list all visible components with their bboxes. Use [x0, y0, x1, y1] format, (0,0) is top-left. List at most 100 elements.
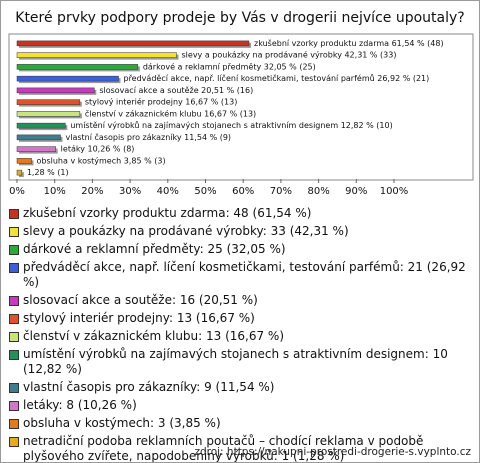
- bar-label: 1,28 % (1): [27, 168, 69, 177]
- legend-item: umístění výrobků na zajímavých stojanech…: [9, 347, 471, 377]
- bar-category: slosovací akce a soutěže: [99, 85, 198, 94]
- legend-label: dárkové a reklamní předměty: 25 (32,05 %…: [23, 242, 286, 256]
- bar: [16, 134, 61, 141]
- bar-label: slosovací akce a soutěže 20,51 % (16): [99, 85, 253, 94]
- bar: [16, 64, 139, 70]
- x-tick-label: 70%: [270, 186, 292, 197]
- legend-label: netradiční podoba reklamních poutačů – c…: [23, 434, 424, 463]
- bar-label: slevy a poukázky na prodávané výrobky 42…: [182, 49, 397, 59]
- legend-swatch: [9, 332, 19, 342]
- legend-label: letáky: 8 (10,26 %): [23, 398, 137, 412]
- bar: [16, 40, 250, 47]
- legend-item: slevy a poukázky na prodávané výrobky: 3…: [9, 224, 471, 239]
- x-tick-label: 50%: [194, 186, 216, 197]
- legend-label: obsluha v kostýmech: 3 (3,85 %): [23, 416, 221, 430]
- legend-swatch: [9, 209, 19, 219]
- bar: [16, 99, 81, 105]
- bar: [16, 52, 177, 58]
- bar-category: členství v zákaznickém klubu: [85, 108, 202, 118]
- source: zdroj: https://nakupni-prostredi-drogeri…: [194, 446, 471, 458]
- bar: [16, 87, 95, 94]
- chart: Které prvky podpory prodeje by Vás v dro…: [8, 10, 474, 197]
- value-label: 1,28 % (1): [27, 168, 69, 177]
- legend-swatch: [9, 314, 19, 324]
- bar: [16, 111, 81, 117]
- value-label: 20,51 % (16): [201, 85, 253, 94]
- value-label: 3,85 % (3): [124, 156, 166, 165]
- legend-swatch: [9, 245, 19, 255]
- bar-category: obsluha v kostýmech: [37, 156, 122, 165]
- legend-item: předváděcí akce, např. líčení kosmetička…: [9, 260, 471, 290]
- legend-label: zkušební vzorky produktu zdarma: 48 (61,…: [23, 206, 312, 220]
- legend-label: stylový interiér prodejny: 13 (16,67 %): [23, 311, 255, 325]
- value-label: 32,05 % (25): [264, 62, 316, 71]
- bar-category: vlastní časopis pro zákazníky: [66, 131, 182, 141]
- legend-swatch: [9, 296, 19, 306]
- chart-title: Které prvky podpory prodeje by Vás v dro…: [15, 10, 464, 26]
- x-tick-label: 60%: [232, 186, 254, 197]
- bar: [16, 122, 66, 129]
- legend-swatch: [9, 383, 19, 393]
- legend-item: stylový interiér prodejny: 13 (16,67 %): [9, 311, 471, 326]
- legend-label: slevy a poukázky na prodávané výrobky: 3…: [23, 224, 349, 238]
- legend-swatch: [9, 401, 19, 411]
- plot-frame: [8, 33, 474, 181]
- x-tick-label: 40%: [157, 186, 179, 197]
- bar-category: slevy a poukázky na prodávané výrobky: [182, 49, 343, 59]
- x-tick-label: 20%: [81, 186, 103, 197]
- legend-item: netradiční podoba reklamních poutačů – c…: [9, 434, 471, 463]
- bar-category: letáky: [61, 144, 86, 153]
- legend-item: letáky: 8 (10,26 %): [9, 398, 471, 413]
- bar-label: vlastní časopis pro zákazníky 11,54 % (9…: [66, 131, 232, 141]
- legend-item: členství v zákaznickém klubu: 13 (16,67 …: [9, 329, 471, 344]
- legend-item: zkušební vzorky produktu zdarma: 48 (61,…: [9, 206, 471, 221]
- bar-category: zkušební vzorky produktu zdarma: [254, 37, 389, 47]
- bar-category: stylový interiér prodejny: [85, 96, 183, 106]
- bar-label: umístění výrobků na zajímavých stojanech…: [70, 120, 392, 130]
- bar-label: obsluha v kostýmech 3,85 % (3): [37, 156, 166, 165]
- x-tick-label: 10%: [44, 186, 66, 197]
- value-label: 42,31 % (33): [344, 50, 396, 59]
- legend-swatch: [9, 227, 19, 237]
- bar-label: zkušební vzorky produktu zdarma 61,54 % …: [254, 37, 444, 47]
- legend: zkušební vzorky produktu zdarma: 48 (61,…: [9, 206, 471, 463]
- legend-item: dárkové a reklamní předměty: 25 (32,05 %…: [9, 242, 471, 257]
- value-label: 16,67 % (13): [204, 109, 256, 118]
- legend-label: umístění výrobků na zajímavých stojanech…: [23, 347, 448, 376]
- value-label: 26,92 % (21): [377, 74, 429, 83]
- legend-swatch: [9, 419, 19, 429]
- bar-category: umístění výrobků na zajímavých stojanech…: [70, 120, 338, 130]
- bar: [16, 75, 119, 82]
- bar-label: dárkové a reklamní předměty 32,05 % (25): [143, 61, 316, 71]
- bar: [16, 158, 32, 164]
- legend-item: slosovací akce a soutěže: 16 (20,51 %): [9, 293, 471, 308]
- x-tick-label: 90%: [345, 186, 367, 197]
- legend-swatch: [9, 437, 19, 447]
- bar-category: předváděcí akce, např. líčení kosmetička…: [123, 73, 374, 83]
- legend-label: vlastní časopis pro zákazníky: 9 (11,54 …: [23, 380, 275, 394]
- legend-swatch: [9, 350, 19, 360]
- legend-item: obsluha v kostýmech: 3 (3,85 %): [9, 416, 471, 431]
- value-label: 16,67 % (13): [185, 97, 237, 106]
- bar: [16, 146, 56, 152]
- value-label: 12,82 % (10): [341, 121, 393, 130]
- bar-label: stylový interiér prodejny 16,67 % (13): [85, 96, 237, 106]
- x-tick-label: 80%: [307, 186, 329, 197]
- legend-item: vlastní časopis pro zákazníky: 9 (11,54 …: [9, 380, 471, 395]
- value-label: 10,26 % (8): [87, 144, 134, 153]
- legend-label: předváděcí akce, např. líčení kosmetička…: [23, 260, 466, 289]
- bar: [16, 169, 23, 176]
- value-label: 11,54 % (9): [184, 132, 231, 141]
- x-tick-label: 100%: [380, 186, 409, 197]
- legend-label: slosovací akce a soutěže: 16 (20,51 %): [23, 293, 258, 307]
- legend-swatch: [9, 263, 19, 273]
- x-tick-label: 30%: [119, 186, 141, 197]
- x-tick-label: 0%: [9, 186, 25, 197]
- bar-label: členství v zákaznickém klubu 16,67 % (13…: [85, 108, 256, 118]
- bar-category: dárkové a reklamní předměty: [143, 61, 262, 71]
- legend-label: členství v zákaznickém klubu: 13 (16,67 …: [23, 329, 285, 343]
- bar-label: letáky 10,26 % (8): [61, 144, 135, 153]
- bar-label: předváděcí akce, např. líčení kosmetička…: [123, 73, 429, 83]
- value-label: 61,54 % (48): [392, 38, 444, 47]
